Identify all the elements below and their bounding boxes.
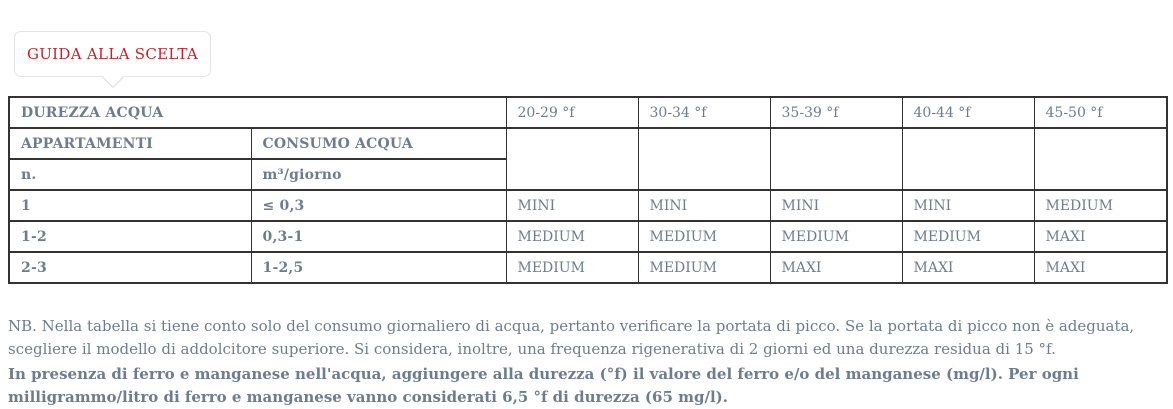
tab-guida-alla-scelta[interactable]: GUIDA ALLA SCELTA: [14, 31, 211, 89]
empty-cell: [1033, 127, 1168, 191]
tab-pointer-icon: [101, 66, 124, 89]
hardness-header-cell: DUREZZA ACQUA: [8, 96, 507, 129]
selection-table-container: DUREZZA ACQUA 20-29 °f 30-34 °f 35-39 °f…: [8, 96, 1168, 284]
note-nb: NB. Nella tabella si tiene conto solo de…: [8, 317, 1135, 358]
header-row-columns: APPARTAMENTI CONSUMO ACQUA: [8, 127, 1168, 191]
consumption-header-cell: CONSUMO ACQUA: [250, 127, 507, 160]
header-row-units: n. m³/giorno: [8, 158, 1167, 191]
model-cell: MINI: [769, 189, 903, 222]
empty-cell: [901, 127, 1035, 191]
model-cell: MEDIUM: [637, 251, 771, 284]
model-cell: MEDIUM: [637, 220, 771, 253]
empty-cell: [637, 127, 771, 191]
hardness-col-header-5: 45-50 °f: [1033, 96, 1168, 129]
apartments-value: 1-2: [8, 220, 252, 253]
model-cell: MAXI: [1033, 220, 1168, 253]
model-cell: MINI: [637, 189, 771, 222]
model-cell: MAXI: [1033, 251, 1168, 284]
consumption-value: 1-2,5: [250, 251, 507, 284]
apartments-header-cell: APPARTAMENTI: [8, 127, 252, 160]
model-cell: MEDIUM: [1033, 189, 1168, 222]
table-row: 1-2 0,3-1 MEDIUM MEDIUM MEDIUM MEDIUM MA…: [8, 220, 1168, 253]
note-iron-manganese: In presenza di ferro e manganese nell'ac…: [8, 365, 1079, 406]
apartments-unit-cell: n.: [8, 158, 252, 191]
table-row: 1 ≤ 0,3 MINI MINI MINI MINI MEDIUM: [8, 189, 1168, 222]
model-cell: MEDIUM: [505, 251, 639, 284]
model-cell: MAXI: [769, 251, 903, 284]
model-cell: MINI: [505, 189, 639, 222]
table-row: 2-3 1-2,5 MEDIUM MEDIUM MAXI MAXI MAXI: [8, 251, 1168, 284]
apartments-value: 1: [8, 189, 252, 222]
consumption-unit-cell: m³/giorno: [250, 158, 507, 191]
model-cell: MINI: [901, 189, 1035, 222]
hardness-col-header-1: 20-29 °f: [505, 96, 639, 129]
consumption-value: ≤ 0,3: [250, 189, 507, 222]
header-row-hardness: DUREZZA ACQUA 20-29 °f 30-34 °f 35-39 °f…: [8, 96, 1168, 129]
selection-table: DUREZZA ACQUA 20-29 °f 30-34 °f 35-39 °f…: [8, 96, 1168, 284]
empty-cell: [769, 127, 903, 191]
model-cell: MEDIUM: [901, 220, 1035, 253]
hardness-col-header-4: 40-44 °f: [901, 96, 1035, 129]
model-cell: MEDIUM: [505, 220, 639, 253]
model-cell: MAXI: [901, 251, 1035, 284]
apartments-value: 2-3: [8, 251, 252, 284]
tab-label: GUIDA ALLA SCELTA: [26, 45, 199, 63]
hardness-col-header-3: 35-39 °f: [769, 96, 903, 129]
consumption-value: 0,3-1: [250, 220, 507, 253]
model-cell: MEDIUM: [769, 220, 903, 253]
empty-cell: [505, 127, 639, 191]
hardness-col-header-2: 30-34 °f: [637, 96, 771, 129]
